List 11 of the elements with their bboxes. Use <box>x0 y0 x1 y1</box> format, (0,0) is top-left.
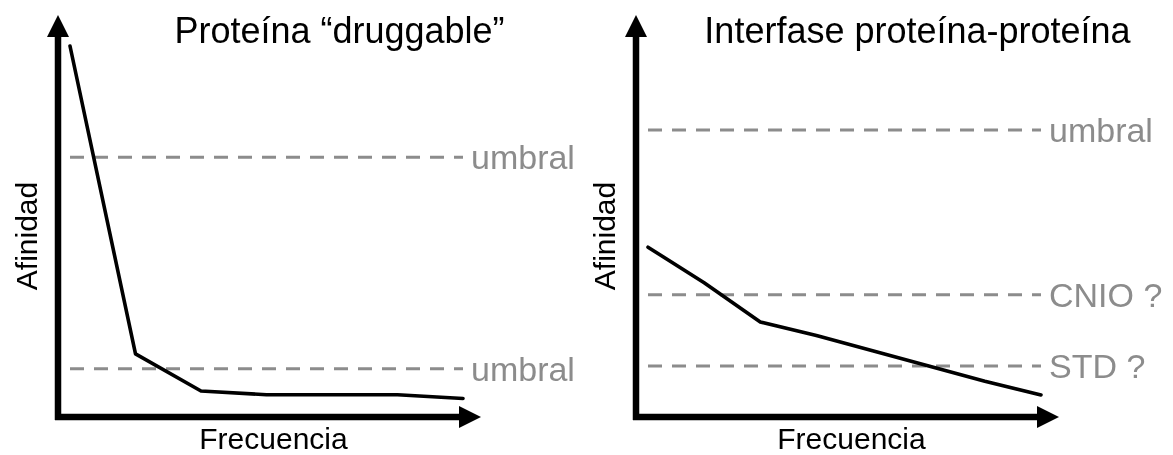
ref-line-label: umbral <box>1049 110 1153 149</box>
ref-line-label: STD ? <box>1049 346 1146 385</box>
x-axis-title: Frecuencia <box>199 422 349 455</box>
chart-title: Proteína “druggable” <box>174 10 505 51</box>
y-axis-title: Afinidad <box>587 181 621 291</box>
x-axis-title: Frecuencia <box>777 422 927 455</box>
y-axis-title: Afinidad <box>9 181 43 291</box>
ref-line-label: umbral <box>471 349 575 388</box>
ref-line-label: CNIO ? <box>1049 275 1163 314</box>
chart-title: Interfase proteína-proteína <box>704 10 1132 51</box>
ref-line-label: umbral <box>471 138 575 177</box>
